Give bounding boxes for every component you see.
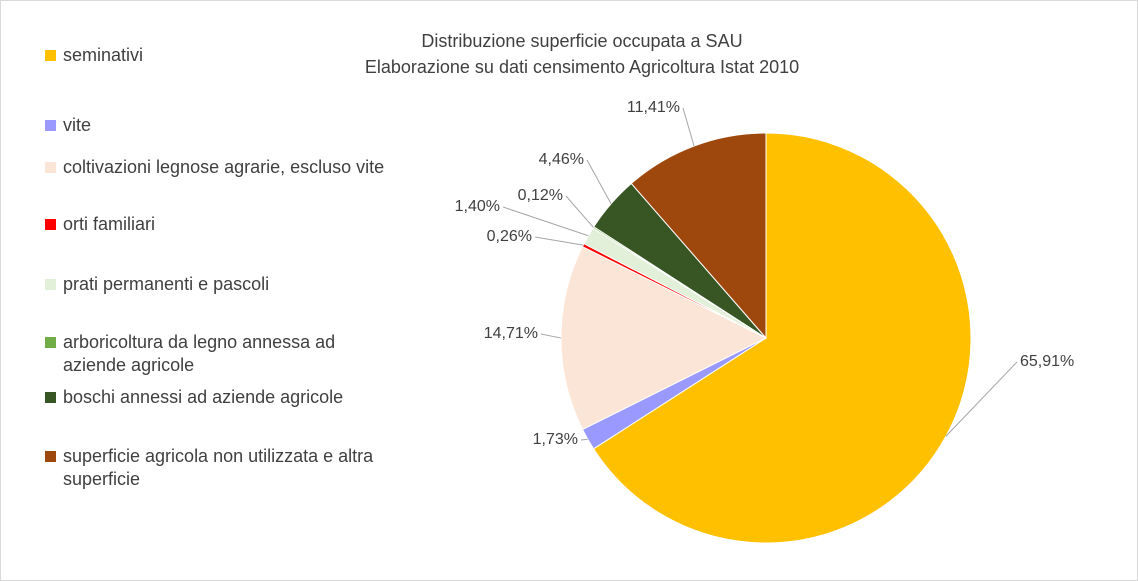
- legend-item: arboricoltura da legno annessa ad aziend…: [45, 331, 390, 377]
- pie-slice: [630, 132, 767, 340]
- data-label: 11,41%: [627, 99, 680, 116]
- legend-label: orti familiari: [63, 214, 156, 234]
- leader-line: [682, 107, 695, 147]
- legend-item: orti familiari: [45, 213, 390, 236]
- legend-item: vite: [45, 114, 390, 137]
- data-label: 14,71%: [484, 325, 538, 342]
- leader-line: [502, 206, 589, 237]
- legend-label: coltivazioni legnose agrarie, escluso vi…: [63, 157, 385, 177]
- legend-swatch: [45, 392, 56, 403]
- legend-label: boschi annessi ad aziende agricole: [63, 387, 344, 407]
- legend-swatch: [45, 120, 56, 131]
- data-label: 0,12%: [518, 187, 563, 204]
- legend-swatch: [45, 279, 56, 290]
- legend-item: boschi annessi ad aziende agricole: [45, 386, 390, 409]
- legend-label: seminativi: [63, 45, 144, 65]
- legend-swatch: [45, 50, 56, 61]
- legend-swatch: [45, 219, 56, 230]
- legend-swatch: [45, 162, 56, 173]
- data-label: 4,46%: [539, 151, 584, 168]
- data-label: 1,40%: [455, 198, 500, 215]
- legend-item: superficie agricola non utilizzata e alt…: [45, 445, 390, 491]
- leader-line: [565, 195, 594, 228]
- legend-item: seminativi: [45, 44, 390, 67]
- legend-label: vite: [63, 115, 92, 135]
- leader-line: [586, 159, 612, 205]
- chart-subtitle: Elaborazione su dati censimento Agricolt…: [365, 57, 799, 77]
- legend-item: coltivazioni legnose agrarie, escluso vi…: [45, 156, 390, 179]
- legend-label: arboricoltura da legno annessa ad aziend…: [63, 332, 336, 375]
- leader-line: [945, 361, 1018, 437]
- legend-swatch: [45, 337, 56, 348]
- legend-item: prati permanenti e pascoli: [45, 273, 390, 296]
- leader-line: [534, 236, 584, 246]
- leader-line: [580, 438, 588, 441]
- legend-label: prati permanenti e pascoli: [63, 274, 270, 294]
- pie-slice: [560, 245, 768, 431]
- data-label: 65,91%: [1020, 353, 1074, 370]
- data-label: 0,26%: [487, 228, 532, 245]
- chart-title: Distribuzione superficie occupata a SAU: [421, 31, 742, 51]
- legend-swatch: [45, 451, 56, 462]
- data-label: 1,73%: [533, 431, 578, 448]
- leader-line: [540, 333, 562, 339]
- legend-label: superficie agricola non utilizzata e alt…: [63, 446, 374, 489]
